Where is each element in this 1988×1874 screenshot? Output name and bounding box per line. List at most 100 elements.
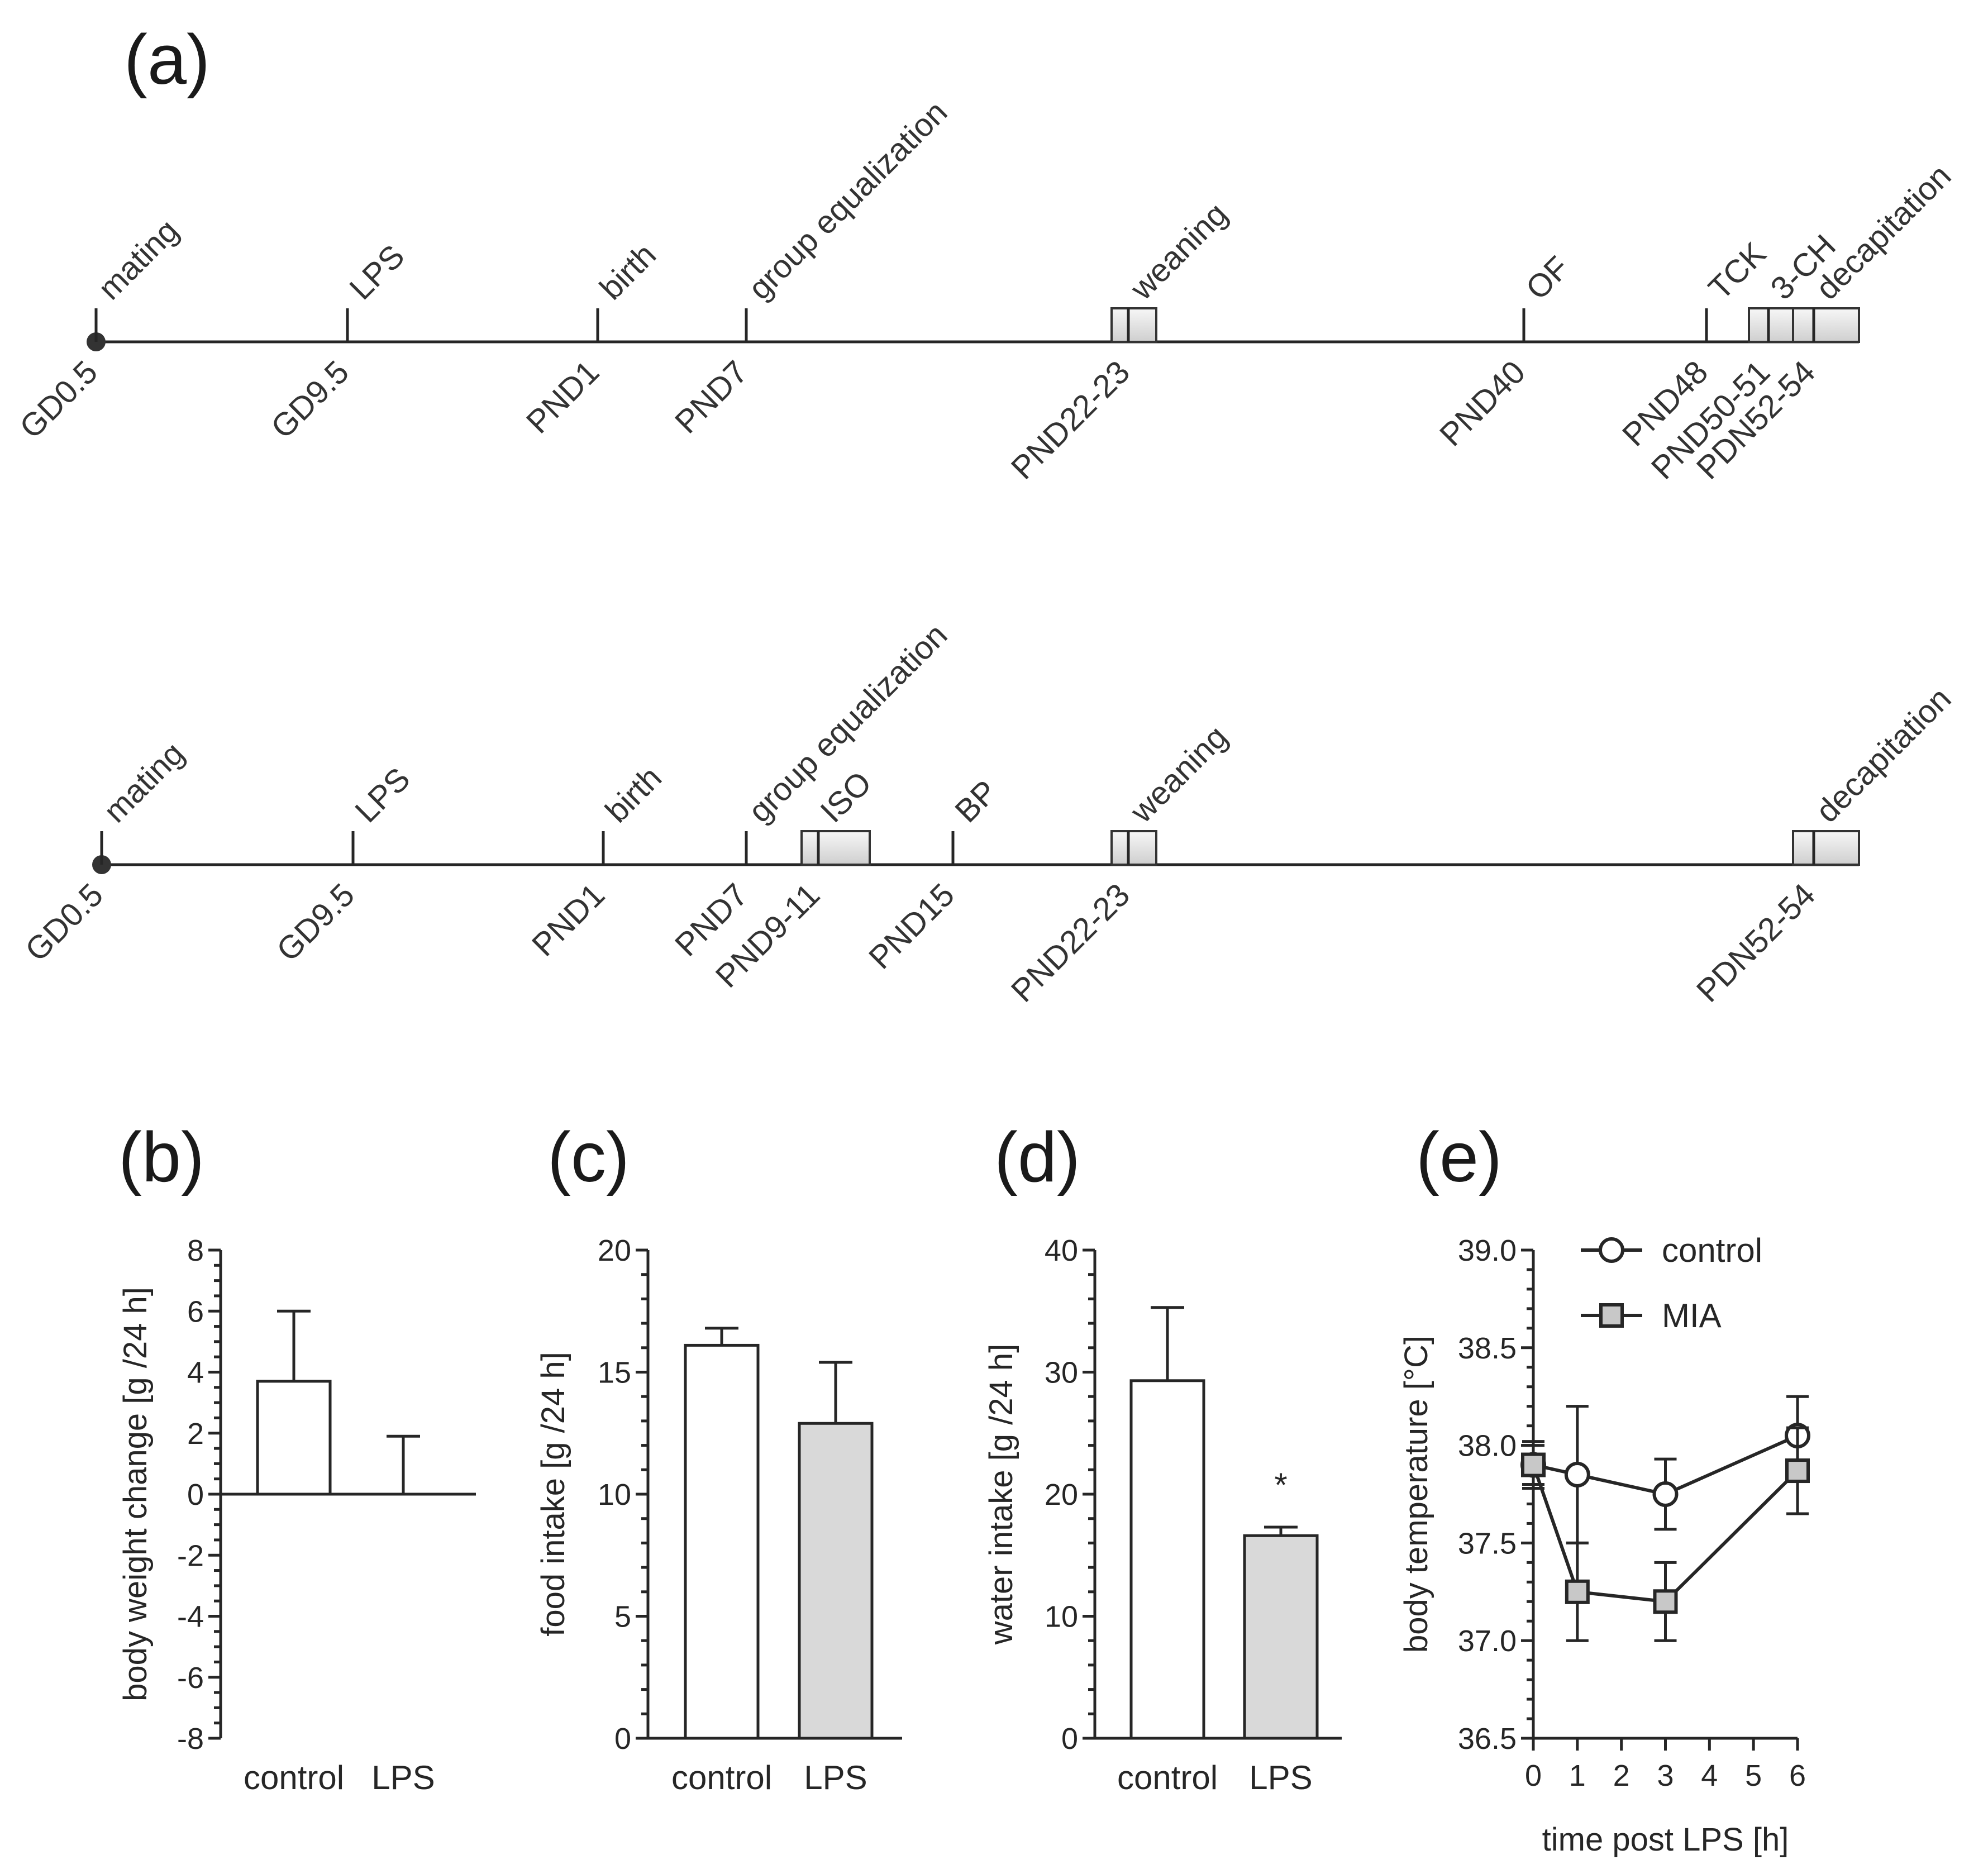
category-label: control xyxy=(244,1759,344,1796)
x-axis-label: time post LPS [h] xyxy=(1542,1821,1789,1858)
timeline-event-label: LPS xyxy=(348,761,417,829)
y-tick-label: 40 xyxy=(1045,1234,1078,1267)
bar xyxy=(256,1380,332,1496)
legend-label: MIA xyxy=(1662,1297,1722,1334)
timeline-event-label: mating xyxy=(97,735,191,829)
y-tick-label: 2 xyxy=(187,1417,204,1451)
category-label: LPS xyxy=(1249,1759,1312,1796)
y-tick-label: 10 xyxy=(1045,1600,1078,1634)
y-tick-label: 38.0 xyxy=(1458,1429,1517,1463)
x-tick-label: 4 xyxy=(1701,1759,1718,1792)
legend-marker-control xyxy=(1599,1237,1624,1263)
data-point-control xyxy=(1652,1481,1679,1507)
x-tick-label: 5 xyxy=(1745,1759,1762,1792)
timeline-day-label: PND1 xyxy=(519,354,606,440)
timeline-event-label: birth xyxy=(598,759,669,829)
data-point-mia xyxy=(1565,1579,1590,1604)
y-axis-label: body temperature [°C] xyxy=(1398,1336,1434,1653)
y-tick-label: 8 xyxy=(187,1234,204,1267)
timeline-day-label: PND40 xyxy=(1433,354,1532,453)
x-tick-label: 6 xyxy=(1789,1759,1806,1792)
timeline-day-label: GD0.5 xyxy=(18,876,111,969)
y-tick-label: 30 xyxy=(1045,1356,1078,1390)
data-point-control xyxy=(1564,1462,1590,1488)
panel-label-e: (e) xyxy=(1416,1118,1502,1196)
significance-marker: * xyxy=(1274,1466,1287,1504)
x-tick-label: 0 xyxy=(1525,1759,1542,1792)
timeline-event-label: decapitation xyxy=(1809,680,1958,829)
timeline-day-label: GD9.5 xyxy=(264,354,356,446)
timeline-period-box xyxy=(1748,307,1794,343)
series-line-mia xyxy=(1532,1464,1799,1604)
timeline-event-label: BP xyxy=(948,774,1004,830)
timeline-event-label: TCK xyxy=(1701,235,1773,307)
timeline-event-label: birth xyxy=(593,236,663,307)
legend-label: control xyxy=(1662,1232,1762,1269)
y-tick-label: -8 xyxy=(177,1722,204,1756)
timeline-event-label: decapitation xyxy=(1809,158,1958,307)
timeline-event-label: weaning xyxy=(1123,718,1234,829)
panel-label-b: (b) xyxy=(118,1118,204,1196)
x-tick-label: 1 xyxy=(1569,1759,1586,1792)
timeline-event-label: group equalization xyxy=(741,94,954,307)
timeline-event-label: ISO xyxy=(813,765,879,830)
data-point-mia xyxy=(1521,1452,1546,1477)
panel-label-a: (a) xyxy=(124,20,210,99)
y-tick-label: 38.5 xyxy=(1458,1332,1517,1365)
data-point-mia xyxy=(1653,1589,1678,1614)
y-tick-label: 5 xyxy=(614,1600,631,1634)
y-tick-label: -4 xyxy=(177,1600,204,1634)
timeline-event-label: LPS xyxy=(342,238,411,307)
series-line-control xyxy=(1533,1434,1799,1496)
timeline-period-box xyxy=(1792,830,1860,866)
y-tick-label: -2 xyxy=(177,1539,204,1572)
y-tick-label: 39.0 xyxy=(1458,1234,1517,1267)
y-axis-label: water intake [g /24 h] xyxy=(983,1344,1019,1645)
bar xyxy=(1243,1534,1319,1740)
category-label: LPS xyxy=(371,1759,435,1796)
y-tick-label: 6 xyxy=(187,1295,204,1328)
timeline-day-label: PND1 xyxy=(525,876,612,963)
timeline-day-label: GD0.5 xyxy=(13,354,105,446)
x-tick-label: 3 xyxy=(1657,1759,1674,1792)
timeline-day-label: PDN52-54 xyxy=(1690,876,1822,1009)
timeline-event-label: mating xyxy=(91,212,185,307)
y-axis-label: body weight change [g /24 h] xyxy=(117,1287,154,1701)
data-point-mia xyxy=(1785,1458,1810,1484)
y-tick-label: 37.5 xyxy=(1458,1527,1517,1560)
category-label: LPS xyxy=(804,1759,867,1796)
timeline-period-box xyxy=(800,830,871,866)
panel-label-d: (d) xyxy=(994,1118,1080,1196)
bar xyxy=(1129,1379,1205,1740)
y-tick-label: 36.5 xyxy=(1458,1722,1517,1756)
chart-water-intake: 0 10 20 30 40 water intake [g /24 h] control LP… xyxy=(983,1234,1342,1796)
panel-label-c: (c) xyxy=(547,1118,630,1196)
y-tick-label: 37.0 xyxy=(1458,1624,1517,1658)
y-tick-label: 0 xyxy=(1061,1722,1078,1756)
timeline-period-box xyxy=(1792,307,1860,343)
bar xyxy=(798,1422,874,1740)
timeline-day-label: GD9.5 xyxy=(270,876,362,969)
y-tick-label: 20 xyxy=(1045,1478,1078,1511)
y-tick-label: 10 xyxy=(598,1478,631,1511)
bar xyxy=(684,1343,760,1740)
x-tick-label: 2 xyxy=(1613,1759,1630,1792)
timeline-period-box xyxy=(1110,830,1157,866)
y-tick-label: 0 xyxy=(614,1722,631,1756)
chart-food-intake: 0 5 10 15 20 food intake [g /24 h] control LPS xyxy=(535,1234,902,1796)
category-label: control xyxy=(671,1759,772,1796)
y-tick-label: 15 xyxy=(598,1356,631,1390)
y-tick-label: 4 xyxy=(187,1356,204,1390)
timeline-event-label: weaning xyxy=(1123,195,1234,307)
timeline-event-label: OF xyxy=(1519,249,1576,307)
timeline-period-box xyxy=(1110,307,1157,343)
category-label: control xyxy=(1117,1759,1218,1796)
chart-body-weight-change: -8 -6 -4 -2 0 2 4 6 8 body weight change [g /24 h… xyxy=(117,1234,476,1796)
y-tick-label: 0 xyxy=(187,1478,204,1511)
y-tick-label: 20 xyxy=(598,1234,631,1267)
y-axis-label: food intake [g /24 h] xyxy=(535,1352,571,1636)
timeline-day-label: PND7 xyxy=(668,354,755,440)
